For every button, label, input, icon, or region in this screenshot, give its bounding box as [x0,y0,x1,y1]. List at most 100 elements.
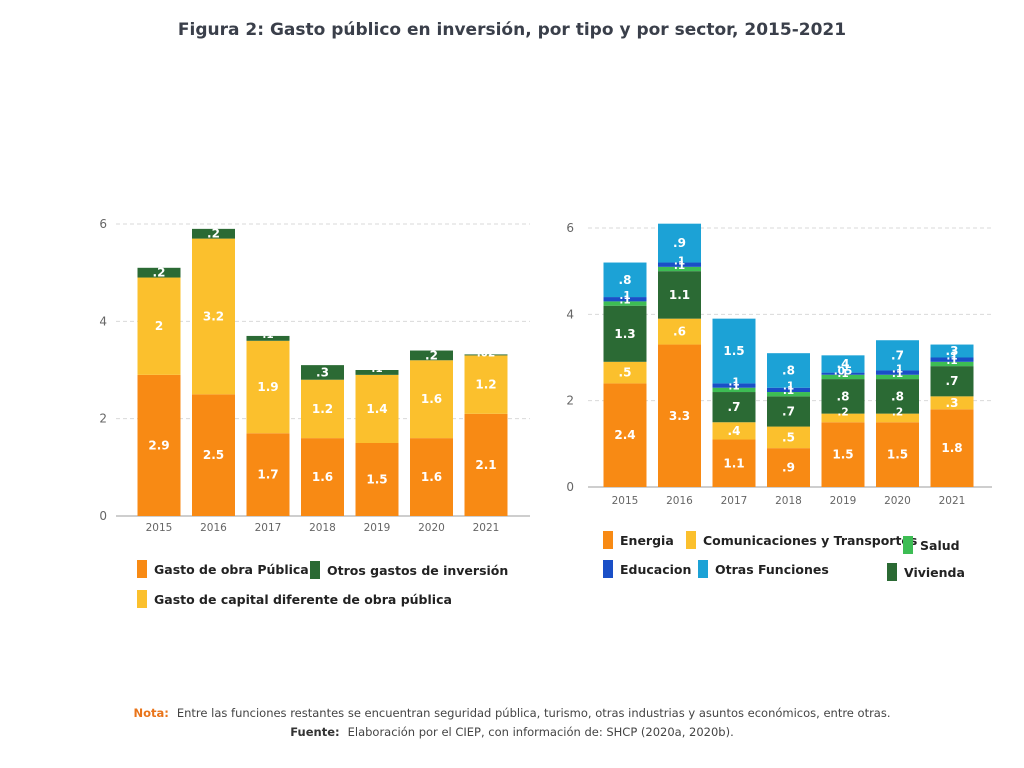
data-label: .02 [477,347,496,359]
data-label: 1.4 [366,402,387,416]
bar-segment [355,370,399,375]
legend-item-otras-funciones: Otras Funciones [698,560,829,578]
data-label: 2.4 [614,428,635,442]
data-label: 2 [155,319,163,333]
data-label: 1.6 [312,470,333,484]
bar-segment [603,297,647,302]
bar-segment [767,396,810,427]
data-label: 1.7 [257,468,278,482]
data-label: 2.9 [148,438,169,452]
x-tick-label: 2016 [200,522,227,534]
y-tick-label: 6 [566,221,574,235]
figure-title: Figura 2: Gasto público en inversión, po… [177,20,847,40]
data-label: .2 [425,348,438,362]
bar-segment [821,355,865,373]
legend-swatch-darkgreen [310,561,320,579]
bar-segment [192,228,235,239]
data-label: .2 [892,407,903,419]
footnote-source: Fuente: Elaboración por el CIEP, con info… [0,725,1024,739]
bar-segment [821,374,865,380]
bar-segment [876,374,919,380]
x-tick-label: 2019 [364,522,391,534]
bar-segment [930,396,974,410]
data-label: .7 [782,404,795,418]
bar-segment [355,374,399,443]
data-label: 2.5 [203,448,224,462]
x-tick-label: 2021 [473,522,500,534]
bar-segment [137,374,181,516]
x-tick-label: 2018 [309,522,336,534]
legend-item-educacion: Educacion [603,560,691,578]
y-tick-label: 4 [566,307,574,321]
data-label: .1 [946,351,957,363]
data-label: .8 [891,389,904,403]
bar-segment [658,344,701,487]
bar-segment [355,443,399,516]
source-label: Fuente: [290,725,340,739]
bar-segment [712,318,756,384]
legend-label: Gasto de obra Pública [154,561,309,577]
legend-swatch-yellow [686,531,696,549]
data-label: .1 [674,256,685,268]
bar-segment [712,439,756,487]
data-label: .7 [891,348,904,362]
bar-segment [246,433,290,516]
y-tick-label: 0 [99,509,107,523]
data-label: .4 [837,357,850,371]
data-label: 1.8 [941,441,962,455]
bar-segment [930,366,974,397]
bar-segment [658,271,701,319]
data-label: .3 [946,396,959,410]
bar-segment [930,344,974,358]
legend-label: Educacion [620,561,692,577]
y-tick-label: 6 [99,217,107,231]
legend-item-salud: Salud [903,536,960,554]
data-label: .8 [619,273,632,287]
x-tick-label: 2020 [418,522,445,534]
y-tick-label: 2 [566,394,574,408]
legend-swatch-darkgreen [887,563,897,581]
data-label: .4 [728,424,741,438]
bar-segment [930,357,974,362]
y-tick-label: 0 [566,480,574,494]
bar-segment [603,262,647,298]
bar-segment [712,422,756,440]
bar-segment [137,277,181,375]
bar-segment [410,438,453,516]
data-label: .8 [782,363,795,377]
bar-segment [767,426,810,449]
bar-segment [712,392,756,423]
data-label: .2 [207,227,220,241]
x-tick-label: 2021 [939,495,966,507]
data-label: .9 [673,236,686,250]
bar-segment [137,267,181,278]
x-tick-label: 2017 [721,495,748,507]
data-label: .1 [371,363,382,375]
data-label: 1.5 [832,448,853,462]
legend-label: Vivienda [904,564,965,580]
data-label: .9 [782,461,795,475]
data-label: .6 [673,325,686,339]
data-label: .1 [892,368,903,380]
data-label: 1.5 [723,344,744,358]
data-label: 1.5 [366,473,387,487]
data-label: .1 [783,385,794,397]
bar-segment [767,392,810,397]
data-label: .5 [619,366,632,380]
legend-label: Gasto de capital diferente de obra públi… [154,591,452,607]
bar-segment [767,448,810,487]
bar-segment [821,413,865,423]
legend-item-gasto-obra-publica: Gasto de obra Pública [137,560,309,578]
data-label: 3.2 [203,309,224,323]
data-label: .1 [837,368,848,380]
data-label: .1 [728,376,739,388]
data-label: .1 [946,355,957,367]
bar-segment [464,413,508,516]
bar-segment [301,379,344,439]
bar-segment [821,379,865,414]
legend-item-gasto-capital: Gasto de capital diferente de obra públi… [137,590,452,608]
legend-label: Comunicaciones y Transportes [703,532,918,548]
bar-segment [876,413,919,423]
data-label: .3 [946,344,959,358]
data-label: .7 [946,374,959,388]
